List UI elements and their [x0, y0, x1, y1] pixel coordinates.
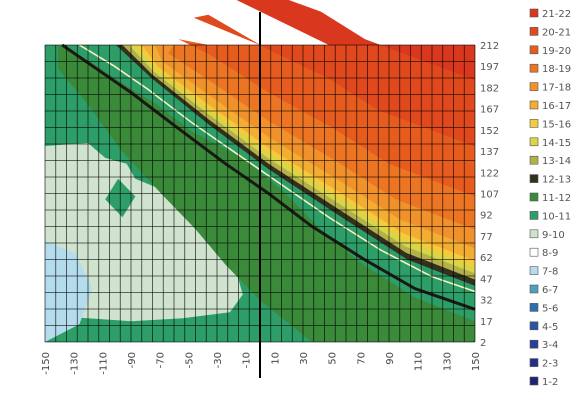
legend-swatch: [529, 192, 539, 202]
legend-label: 9-10: [542, 230, 565, 241]
legend-swatch: [529, 211, 539, 220]
x-tick-label: -110: [98, 352, 109, 375]
y-tick-label: 32: [480, 296, 493, 307]
legend-label: 15-16: [542, 119, 571, 130]
x-tick-label: -50: [184, 352, 195, 368]
legend-label: 8-9: [542, 248, 558, 259]
legend-swatch: [529, 339, 539, 349]
y-tick-label: 167: [480, 105, 499, 116]
legend-label: 12-13: [542, 175, 571, 186]
legend-label: 11-12: [542, 193, 571, 204]
legend-swatch: [529, 8, 539, 18]
legend-swatch: [529, 82, 539, 91]
legend-swatch: [529, 229, 539, 239]
legend-swatch: [529, 155, 539, 165]
legend-label: 20-21: [542, 27, 571, 38]
legend-swatch: [529, 174, 539, 183]
y-axis-ticks: 212 197 182 167 152 137 122 107 92 77 62 47 32 17 2: [480, 41, 499, 349]
x-tick-label: 90: [385, 352, 396, 365]
x-axis-ticks: -150 -130 -110 -90 -70 -50 -30 -10 10 30 50 70 90 110…: [41, 352, 482, 375]
x-tick-label: 130: [442, 352, 453, 371]
legend-swatch: [529, 119, 539, 128]
legend-swatch: [529, 27, 539, 36]
x-tick-label: 110: [414, 352, 425, 371]
legend-swatch: [529, 45, 539, 55]
legend-label: 6-7: [542, 285, 558, 296]
y-tick-label: 212: [480, 41, 499, 52]
legend-swatch: [529, 266, 539, 275]
legend-swatch: [529, 63, 539, 73]
x-tick-label: -70: [156, 352, 167, 368]
legend-label: 3-4: [542, 340, 558, 351]
plot-area: [45, 0, 476, 342]
legend-label: 7-8: [542, 267, 558, 278]
y-tick-label: 2: [480, 338, 486, 349]
legend-label: 13-14: [542, 156, 571, 167]
legend-label: 19-20: [542, 46, 571, 57]
legend: 21-22 20-21 19-20 18-19 17-18 16-17 15-16 14-15…: [529, 8, 571, 388]
legend-swatch: [529, 321, 539, 331]
y-tick-label: 17: [480, 317, 493, 328]
y-tick-label: 182: [480, 83, 499, 94]
region-9-10: [45, 143, 243, 322]
x-tick-label: 70: [356, 352, 367, 365]
legend-label: 17-18: [542, 83, 571, 94]
legend-swatch: [529, 303, 539, 312]
legend-label: 16-17: [542, 101, 571, 112]
x-tick-label: -90: [127, 352, 138, 368]
x-tick-label: 50: [328, 352, 339, 365]
legend-swatch: [529, 100, 539, 110]
legend-swatch: [529, 358, 539, 367]
region-21-22: [236, 0, 475, 80]
y-tick-label: 137: [480, 147, 499, 158]
legend-label: 10-11: [542, 211, 571, 222]
legend-label: 5-6: [542, 303, 558, 314]
y-tick-label: 197: [480, 62, 499, 73]
legend-label: 4-5: [542, 322, 558, 333]
x-tick-label: -10: [242, 352, 253, 368]
legend-label: 14-15: [542, 138, 571, 149]
x-tick-label: 10: [270, 352, 281, 365]
legend-swatch: [529, 137, 539, 147]
x-tick-label: -30: [213, 352, 224, 368]
y-tick-label: 77: [480, 232, 493, 243]
legend-label: 1-2: [542, 377, 558, 388]
y-tick-label: 62: [480, 253, 493, 264]
legend-label: 18-19: [542, 64, 571, 75]
y-tick-label: 47: [480, 274, 493, 285]
y-tick-label: 152: [480, 126, 499, 137]
x-tick-label: -150: [41, 352, 52, 375]
x-tick-label: 30: [299, 352, 310, 365]
x-tick-label: -130: [70, 352, 81, 375]
x-tick-label: 150: [471, 352, 482, 371]
legend-swatch: [529, 247, 539, 257]
legend-label: 21-22: [542, 9, 571, 20]
region-7-8: [45, 241, 93, 342]
y-tick-label: 122: [480, 168, 499, 179]
y-tick-label: 92: [480, 211, 493, 222]
y-tick-label: 107: [480, 190, 499, 201]
legend-label: 2-3: [542, 359, 558, 370]
legend-swatch: [529, 284, 539, 294]
legend-swatch: [529, 376, 539, 386]
